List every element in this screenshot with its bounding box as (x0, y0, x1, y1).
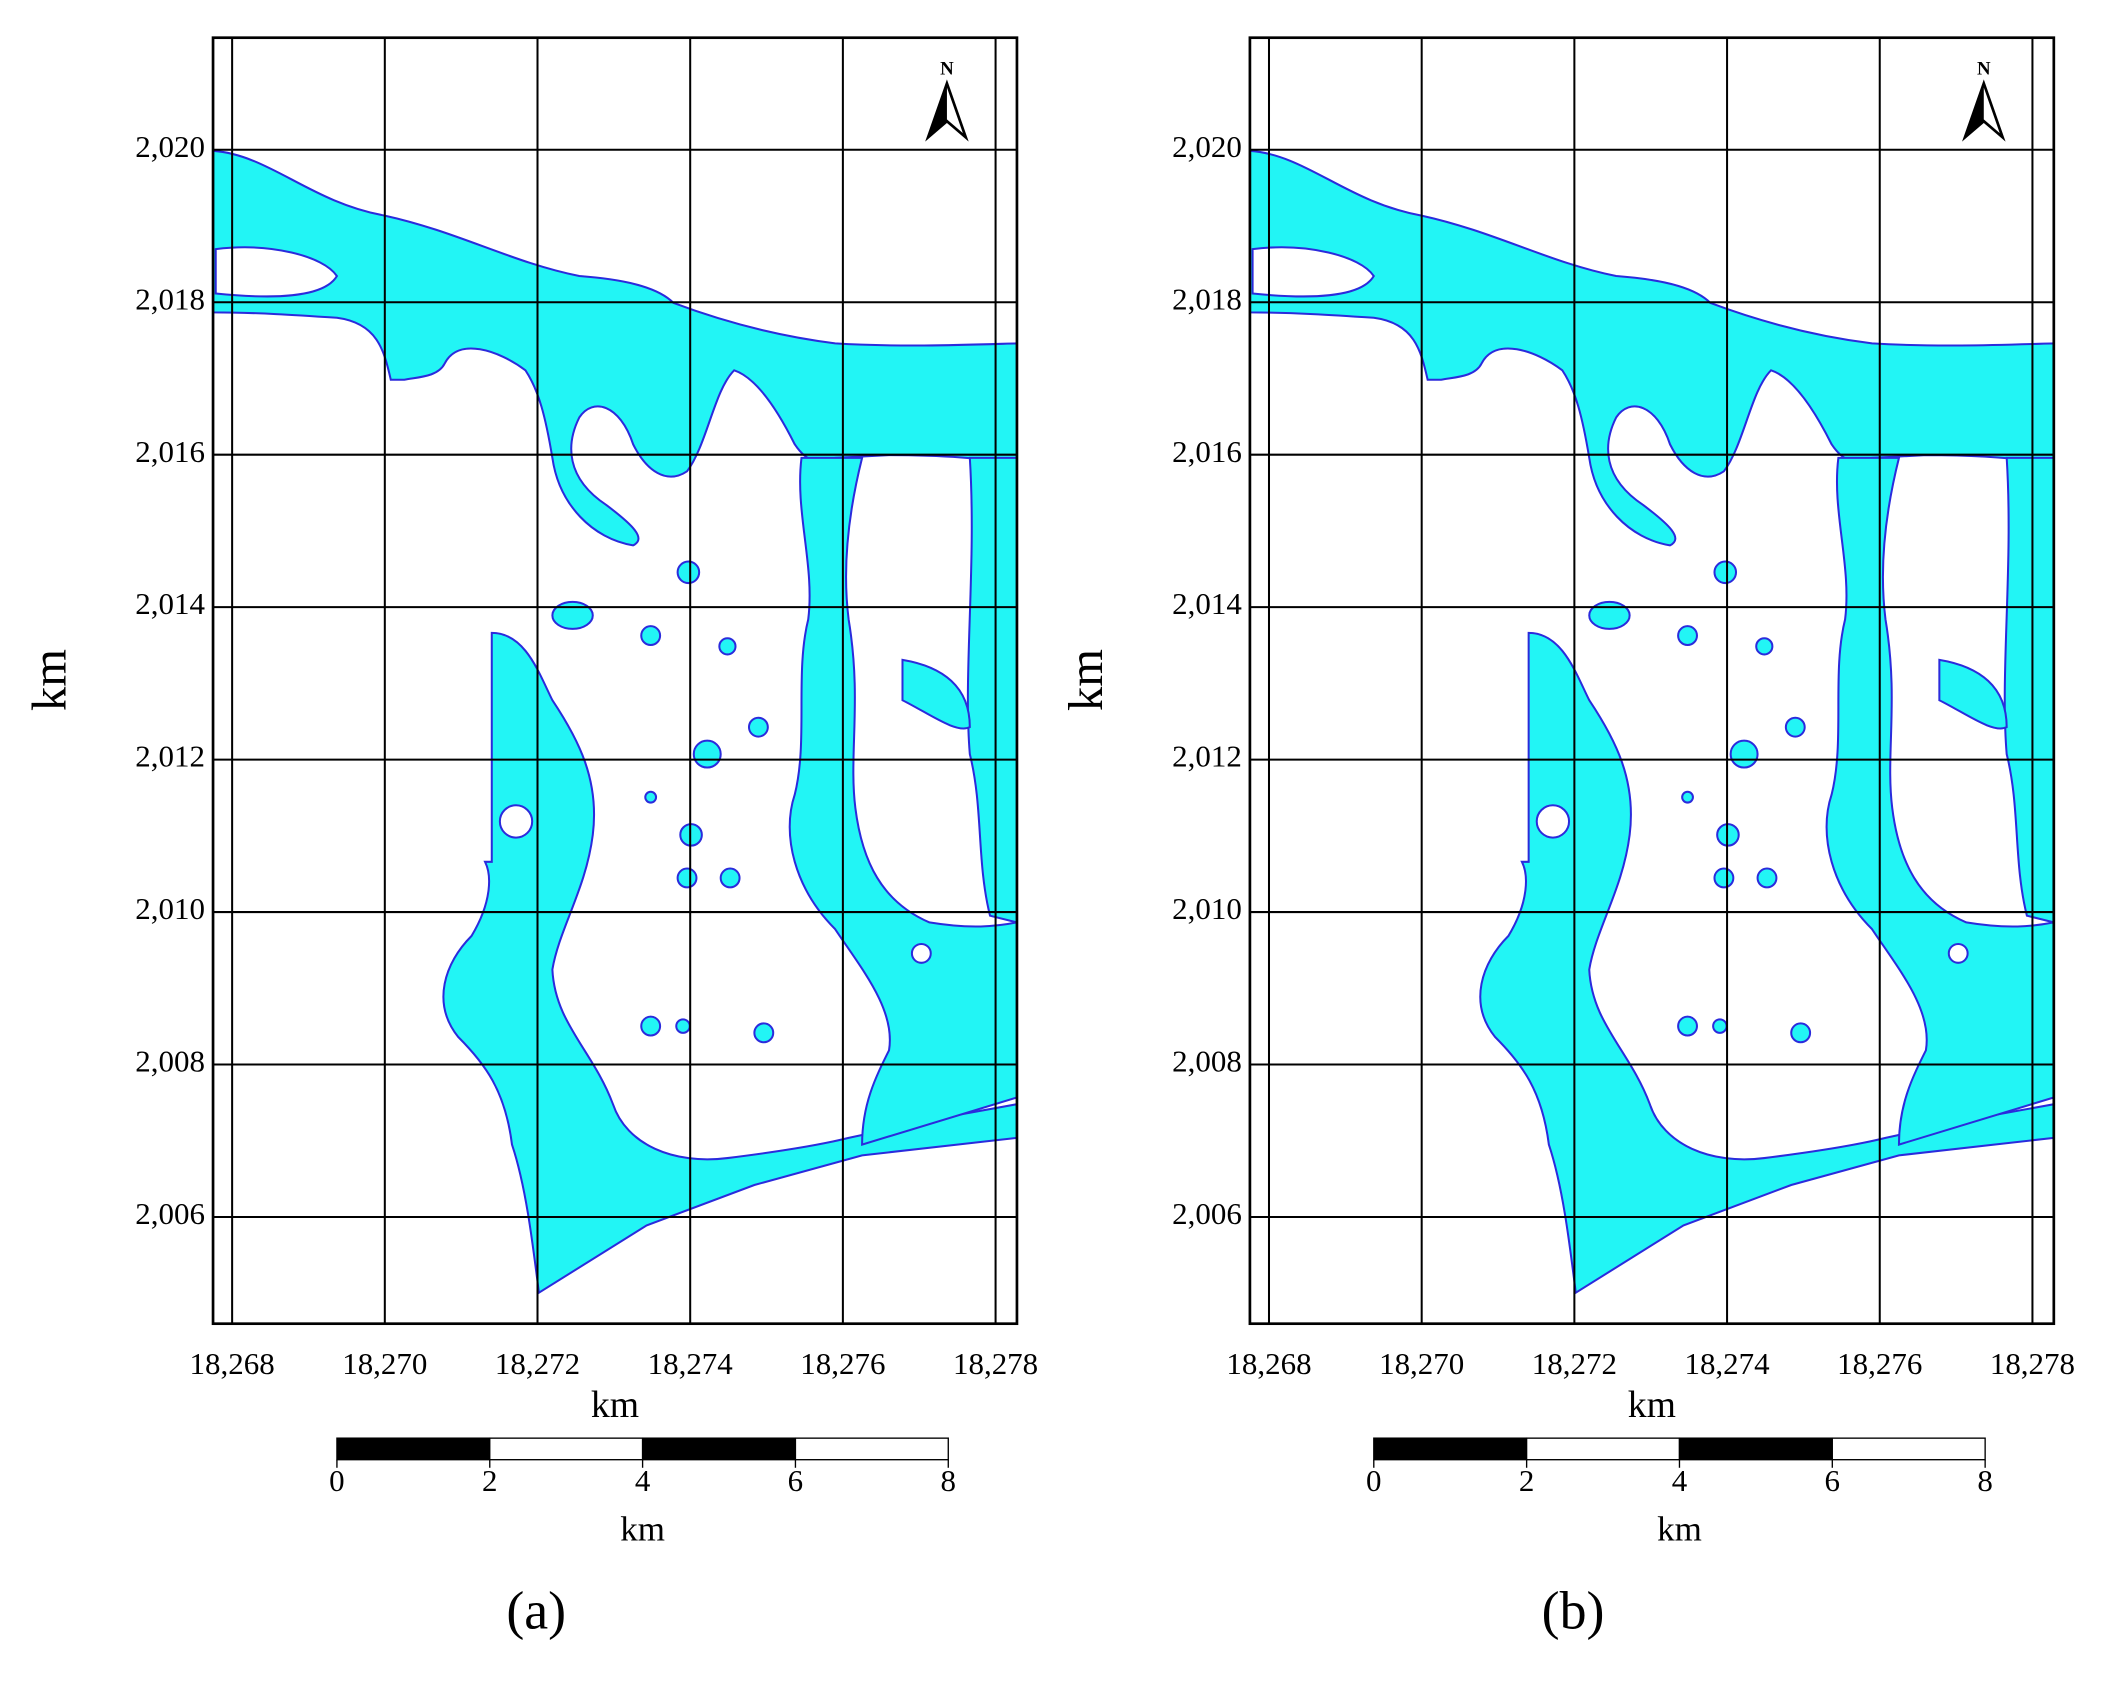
scale-bar-segment (641, 1437, 797, 1461)
x-tick-label: 18,276 (1837, 1346, 1922, 1381)
y-tick-label: 2,010 (135, 891, 205, 926)
y-tick-label: 2,008 (135, 1044, 205, 1079)
x-tick-label: 18,278 (953, 1346, 1038, 1381)
x-tick-label: 18,268 (190, 1346, 275, 1381)
scale-bar-label: 8 (941, 1463, 956, 1498)
x-tick-label: 18,274 (1684, 1346, 1769, 1381)
panel-caption: (b) (1542, 1580, 1605, 1640)
y-axis-label: km (23, 649, 76, 711)
y-tick-label: 2,012 (1172, 739, 1242, 774)
y-tick-label: 2,020 (135, 129, 205, 164)
y-tick-label: 2,010 (1172, 891, 1242, 926)
water-area (1249, 149, 2054, 1294)
y-tick-label: 2,014 (1172, 586, 1242, 621)
y-tick-label: 2,008 (1172, 1044, 1242, 1079)
x-tick-label: 18,268 (1226, 1346, 1311, 1381)
scale-bar-label: 0 (1366, 1463, 1381, 1498)
scale-bar-label: 2 (482, 1463, 497, 1498)
scale-bar-unit: km (1657, 1509, 1702, 1548)
x-tick-label: 18,272 (1532, 1346, 1617, 1381)
x-tick-label: 18,276 (800, 1346, 885, 1381)
y-tick-label: 2,020 (1172, 129, 1242, 164)
scale-bar-label: 4 (635, 1463, 650, 1498)
x-axis-label: km (1628, 1384, 1676, 1426)
y-tick-label: 2,018 (1172, 281, 1242, 316)
scale-bar-segment (1831, 1437, 1986, 1461)
water-area (213, 149, 1017, 1294)
panel-caption: (a) (506, 1580, 566, 1640)
x-tick-label: 18,278 (1990, 1346, 2075, 1381)
x-tick-label: 18,270 (1379, 1346, 1464, 1381)
scale-bar-label: 6 (1825, 1463, 1840, 1498)
scale-bar-label: 8 (1977, 1463, 1992, 1498)
scale-bar-label: 4 (1672, 1463, 1687, 1498)
scale-bar-segment (489, 1437, 644, 1461)
y-axis-label: km (1060, 649, 1113, 711)
y-tick-label: 2,006 (135, 1196, 205, 1231)
x-axis-label: km (591, 1384, 639, 1426)
scale-bar-segment (336, 1437, 491, 1461)
x-tick-label: 18,274 (648, 1346, 733, 1381)
north-label: N (1977, 58, 1991, 79)
y-tick-label: 2,016 (135, 434, 205, 469)
plot-frame (1248, 36, 2056, 1326)
scale-bar-unit: km (620, 1509, 665, 1548)
x-tick-label: 18,270 (342, 1346, 427, 1381)
scale-bar-segment (794, 1437, 949, 1461)
y-tick-label: 2,006 (1172, 1196, 1242, 1231)
scale-bar-segment (1373, 1437, 1528, 1461)
scale-bar-segment (1525, 1437, 1681, 1461)
y-tick-label: 2,016 (1172, 434, 1242, 469)
scale-bar-segment (1678, 1437, 1833, 1461)
scale-bar-label: 0 (329, 1463, 344, 1498)
y-tick-label: 2,014 (135, 586, 205, 621)
scale-bar-label: 6 (788, 1463, 803, 1498)
y-tick-label: 2,018 (135, 281, 205, 316)
plot-frame (211, 36, 1019, 1326)
north-label: N (940, 58, 954, 79)
x-tick-label: 18,272 (495, 1346, 580, 1381)
y-tick-label: 2,012 (135, 739, 205, 774)
scale-bar-label: 2 (1519, 1463, 1534, 1498)
